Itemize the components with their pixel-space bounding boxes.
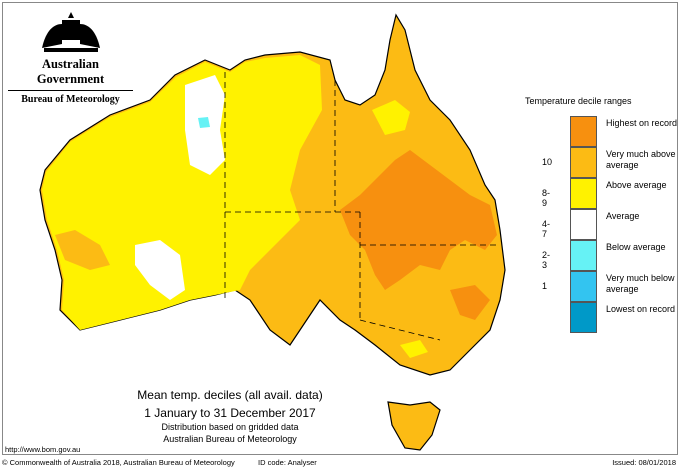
map-note: Distribution based on gridded data — [161, 422, 299, 432]
government-logo: Australian Government Bureau of Meteorol… — [8, 10, 133, 105]
bureau-name: Bureau of Meteorology — [21, 94, 120, 105]
legend-label: Lowest on record — [606, 304, 676, 314]
region-highest-on-record — [340, 150, 497, 290]
legend-label: Above average — [606, 180, 667, 190]
legend-label: Very much below average — [606, 273, 675, 294]
map-period: 1 January to 31 December 2017 — [144, 406, 316, 420]
map-title: Mean temp. deciles (all avail. data) — [137, 388, 323, 402]
legend-swatch — [570, 271, 597, 302]
legend-label: Highest on record — [606, 118, 678, 128]
legend-swatch — [570, 240, 597, 271]
map-source: Australian Bureau of Meteorology — [163, 434, 297, 444]
region-above-average-cape — [372, 100, 410, 135]
legend-swatch — [570, 302, 597, 333]
government-name: Australian Government — [8, 57, 133, 91]
coat-of-arms-icon — [41, 12, 100, 52]
legend-label: Average — [606, 211, 640, 221]
legend-decile: 2-3 — [542, 250, 551, 270]
legend-swatch — [570, 116, 597, 147]
website-link[interactable]: http://www.bom.gov.au — [5, 445, 81, 454]
issued-date: Issued: 08/01/2018 — [612, 458, 676, 467]
legend-label: Below average — [606, 242, 666, 252]
region-very-much-above-sw — [55, 230, 110, 270]
copyright: © Commonwealth of Australia 2018, Austra… — [2, 458, 235, 467]
legend-label: Very much above average — [606, 149, 676, 170]
legend-decile: 8-9 — [542, 188, 551, 208]
region-highest-se — [450, 285, 490, 320]
tasmania — [387, 401, 441, 451]
region-above-average-se — [400, 340, 428, 358]
region-below-average — [198, 117, 210, 128]
legend-title: Temperature decile ranges — [525, 96, 632, 106]
legend-swatch — [570, 209, 597, 240]
legend-decile: 4-7 — [542, 219, 551, 239]
legend-swatch — [570, 147, 597, 178]
legend-decile: 1 — [542, 281, 548, 291]
map-frame — [2, 2, 678, 455]
region-above-average-west — [42, 55, 322, 330]
region-average-sw — [135, 240, 185, 300]
state-borders — [224, 72, 497, 341]
legend-swatch — [570, 178, 597, 209]
legend-decile: 10 — [542, 157, 553, 167]
id-code: ID code: Analyser — [258, 458, 317, 467]
